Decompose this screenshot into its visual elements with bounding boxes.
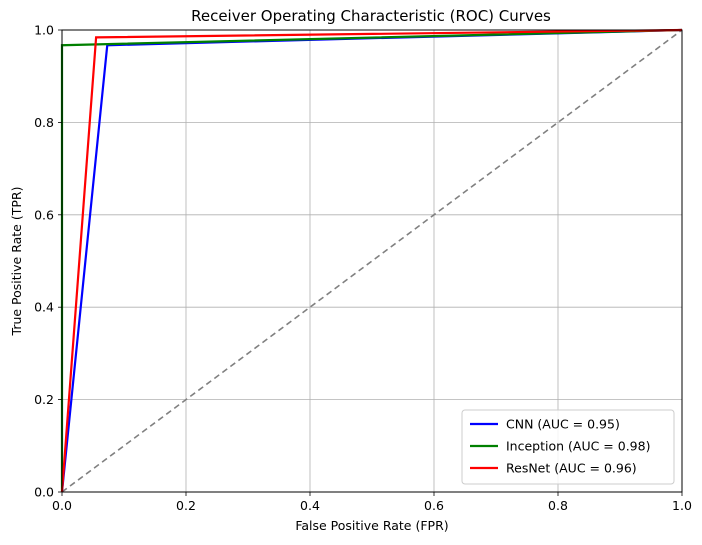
y-tick-label: 0.2 xyxy=(34,392,54,407)
y-tick-label: 0.6 xyxy=(34,207,54,222)
x-tick-label: 0.8 xyxy=(548,498,568,513)
reference-line-layer xyxy=(61,29,683,493)
legend-label: CNN (AUC = 0.95) xyxy=(506,417,620,432)
plot-frame xyxy=(61,29,683,493)
x-tick-label: 0.0 xyxy=(52,498,72,513)
y-tick-label: 0.8 xyxy=(34,115,54,130)
series-line-3 xyxy=(60,28,683,493)
legend-label: ResNet (AUC = 0.96) xyxy=(506,461,637,476)
legend: CNN (AUC = 0.95) Inception (AUC = 0.98) Re… xyxy=(461,409,675,485)
reference-line xyxy=(61,29,683,493)
y-tick-label: 1.0 xyxy=(34,23,54,38)
y-tick-label: 0.4 xyxy=(34,300,54,315)
tick-layer: 0.0 0.2 0.4 0.6 0.8 1.0 0.0 0.2 0.4 0.6 0.8 1.0 xyxy=(34,23,692,514)
y-tick-label: 0.0 xyxy=(34,485,54,500)
x-tick-label: 0.6 xyxy=(424,498,444,513)
x-tick-label: 0.2 xyxy=(176,498,196,513)
legend-label: Inception (AUC = 0.98) xyxy=(506,439,650,454)
x-tick-label: 1.0 xyxy=(672,498,692,513)
legend-box xyxy=(461,409,675,485)
x-axis-label: False Positive Rate (FPR) xyxy=(295,518,448,533)
chart-title: Receiver Operating Characteristic (ROC) … xyxy=(191,7,551,25)
x-tick-label: 0.4 xyxy=(300,498,320,513)
y-axis-label: True Positive Rate (TPR) xyxy=(9,187,24,337)
